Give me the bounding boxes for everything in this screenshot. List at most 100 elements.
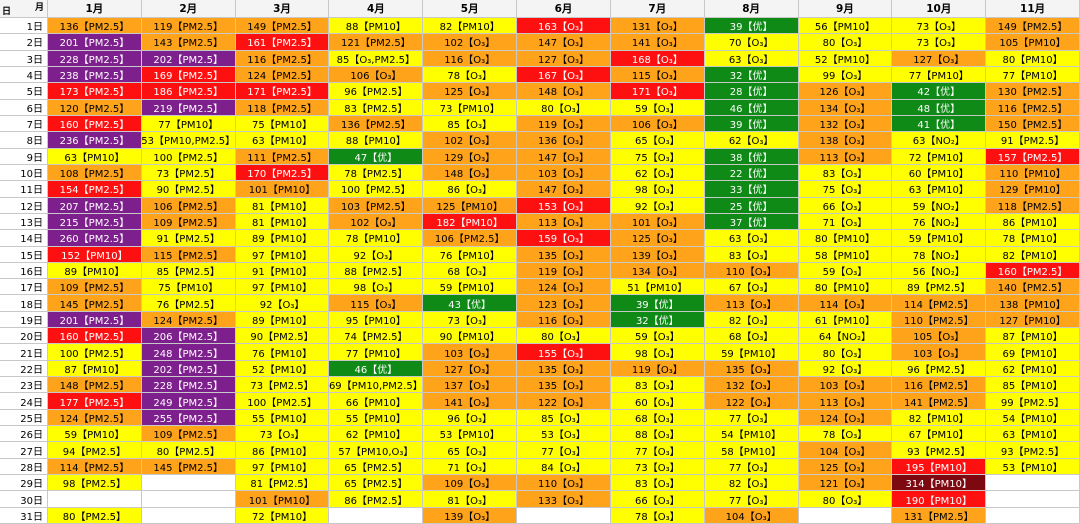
corner-cell: 月 日 <box>0 0 48 18</box>
aqi-cell: 109【PM2.5】 <box>141 213 236 231</box>
aqi-cell: 76【NO₂】 <box>892 213 987 231</box>
aqi-cell: 78【PM10】 <box>329 230 424 247</box>
aqi-cell: 46【优】 <box>329 360 424 378</box>
aqi-cell: 100【PM2.5】 <box>141 148 236 165</box>
aqi-cell: 78【PM2.5】 <box>329 164 424 182</box>
aqi-cell: 83【O₃】 <box>704 246 799 263</box>
aqi-cell: 100【PM2.5】 <box>329 181 424 198</box>
aqi-cell: 66【PM10】 <box>329 393 424 410</box>
month-header: 5月 <box>423 0 518 18</box>
aqi-cell: 89【PM10】 <box>235 311 330 329</box>
aqi-cell: 103【O₃】 <box>517 164 611 182</box>
aqi-cell: 260【PM2.5】 <box>48 230 142 247</box>
aqi-cell: 80【O₃】 <box>798 491 893 508</box>
aqi-cell: 85【O₃】 <box>517 409 611 427</box>
aqi-cell: 75【O₃】 <box>798 181 893 198</box>
aqi-cell: 92【O₃】 <box>610 197 705 214</box>
day-label: 6日 <box>0 99 48 116</box>
aqi-cell: 73【O₃】 <box>423 311 518 329</box>
aqi-cell: 98【O₃】 <box>610 181 705 198</box>
aqi-cell: 25【优】 <box>704 197 799 214</box>
aqi-cell: 89【PM10】 <box>235 230 330 247</box>
aqi-cell: 155【O₃】 <box>517 344 611 361</box>
month-header: 11月 <box>986 0 1080 18</box>
aqi-cell: 118【PM2.5】 <box>986 197 1080 214</box>
day-label: 15日 <box>0 246 48 263</box>
aqi-cell: 74【PM2.5】 <box>329 328 424 345</box>
aqi-cell: 124【O₃】 <box>517 279 611 296</box>
aqi-cell: 92【O₃】 <box>798 360 893 378</box>
aqi-cell: 75【PM10】 <box>141 279 236 296</box>
aqi-cell: 133【O₃】 <box>517 491 611 508</box>
day-label: 25日 <box>0 409 48 427</box>
aqi-cell: 314【PM10】 <box>892 475 987 492</box>
aqi-cell: 236【PM2.5】 <box>48 132 142 149</box>
aqi-cell: 56【PM10】 <box>798 18 893 35</box>
aqi-cell: 72【PM10】 <box>892 148 987 165</box>
aqi-cell: 104【O₃】 <box>798 442 893 459</box>
aqi-cell: 63【PM10】 <box>235 132 330 149</box>
aqi-cell: 83【O₃】 <box>798 164 893 182</box>
aqi-cell: 116【O₃】 <box>423 50 518 67</box>
empty-cell <box>798 507 893 524</box>
aqi-cell: 132【O₃】 <box>798 115 893 133</box>
aqi-cell: 103【O₃】 <box>423 344 518 361</box>
aqi-cell: 101【O₃】 <box>610 213 705 231</box>
aqi-cell: 73【PM2.5】 <box>235 377 330 394</box>
aqi-cell: 115【O₃】 <box>329 295 424 312</box>
aqi-cell: 78【PM10】 <box>986 230 1080 247</box>
aqi-cell: 71【O₃】 <box>798 213 893 231</box>
day-label: 23日 <box>0 377 48 394</box>
aqi-cell: 121【O₃】 <box>798 475 893 492</box>
aqi-cell: 131【PM2.5】 <box>892 507 987 524</box>
aqi-cell: 54【PM10】 <box>986 409 1080 427</box>
aqi-cell: 171【O₃】 <box>610 83 705 100</box>
aqi-cell: 58【PM10】 <box>704 442 799 459</box>
aqi-cell: 32【优】 <box>704 66 799 84</box>
aqi-cell: 141【O₃】 <box>423 393 518 410</box>
aqi-cell: 88【PM10】 <box>329 132 424 149</box>
aqi-cell: 77【O₃】 <box>610 442 705 459</box>
aqi-cell: 60【O₃】 <box>610 393 705 410</box>
aqi-cell: 106【PM2.5】 <box>423 230 518 247</box>
aqi-cell: 77【PM10】 <box>892 66 987 84</box>
aqi-cell: 147【O₃】 <box>517 34 611 51</box>
day-label: 26日 <box>0 426 48 443</box>
aqi-cell: 195【PM10】 <box>892 458 987 476</box>
aqi-cell: 91【PM2.5】 <box>141 230 236 247</box>
aqi-cell: 57【PM10,O₃】 <box>329 442 424 459</box>
aqi-cell: 160【PM2.5】 <box>48 115 142 133</box>
aqi-cell: 110【O₃】 <box>517 475 611 492</box>
aqi-cell: 115【PM2.5】 <box>141 246 236 263</box>
aqi-cell: 63【O₃】 <box>704 50 799 67</box>
aqi-cell: 124【O₃】 <box>798 409 893 427</box>
aqi-cell: 70【O₃】 <box>704 34 799 51</box>
aqi-cell: 95【PM10】 <box>329 311 424 329</box>
day-label: 7日 <box>0 115 48 133</box>
empty-cell <box>986 507 1080 524</box>
aqi-cell: 62【O₃】 <box>610 164 705 182</box>
aqi-cell: 77【PM10】 <box>986 66 1080 84</box>
aqi-cell: 77【O₃】 <box>517 442 611 459</box>
aqi-cell: 58【PM10】 <box>798 246 893 263</box>
aqi-cell: 110【PM10】 <box>986 164 1080 182</box>
aqi-cell: 56【NO₂】 <box>892 262 987 280</box>
aqi-cell: 66【O₃】 <box>610 491 705 508</box>
aqi-cell: 145【PM2.5】 <box>141 458 236 476</box>
empty-cell <box>329 507 424 524</box>
aqi-cell: 53【PM10,PM2.5】 <box>141 132 236 149</box>
day-label: 27日 <box>0 442 48 459</box>
aqi-cell: 82【PM10】 <box>986 246 1080 263</box>
aqi-cell: 202【PM2.5】 <box>141 360 236 378</box>
aqi-cell: 96【O₃】 <box>423 409 518 427</box>
aqi-cell: 28【优】 <box>704 83 799 100</box>
aqi-cell: 91【PM10】 <box>235 262 330 280</box>
aqi-cell: 120【PM2.5】 <box>48 99 142 116</box>
aqi-cell: 186【PM2.5】 <box>141 83 236 100</box>
aqi-cell: 47【优】 <box>329 148 424 165</box>
aqi-cell: 87【PM10】 <box>48 360 142 378</box>
aqi-cell: 138【PM10】 <box>986 295 1080 312</box>
aqi-cell: 106【O₃】 <box>610 115 705 133</box>
aqi-cell: 106【O₃】 <box>329 66 424 84</box>
